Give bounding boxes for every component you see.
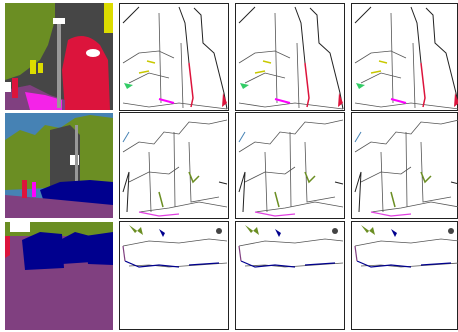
edge-map [351,3,458,111]
edge-map [351,112,458,219]
edge-map [119,221,229,330]
edge-map [119,112,229,219]
segmentation-map [5,222,113,330]
segmentation-map [5,113,113,218]
edge-map [235,112,345,219]
edge-map [351,221,458,330]
segmentation-map [5,3,113,110]
edge-map [235,221,345,330]
edge-map [235,3,345,111]
edge-map [119,3,229,111]
